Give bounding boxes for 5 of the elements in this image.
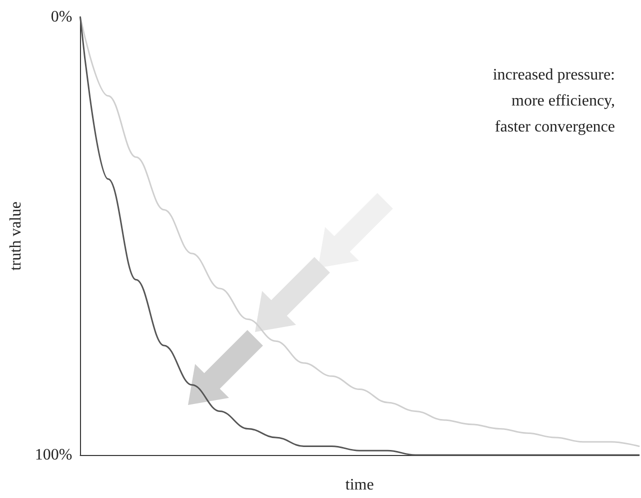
y-tick-label: 100%: [34, 446, 72, 464]
annotation: increased pressure: more efficiency, faster convergence: [492, 66, 615, 136]
y-axis-title: truth value: [8, 202, 24, 270]
y-tick-label: 0%: [50, 8, 72, 26]
x-axis-title: time: [345, 476, 374, 494]
